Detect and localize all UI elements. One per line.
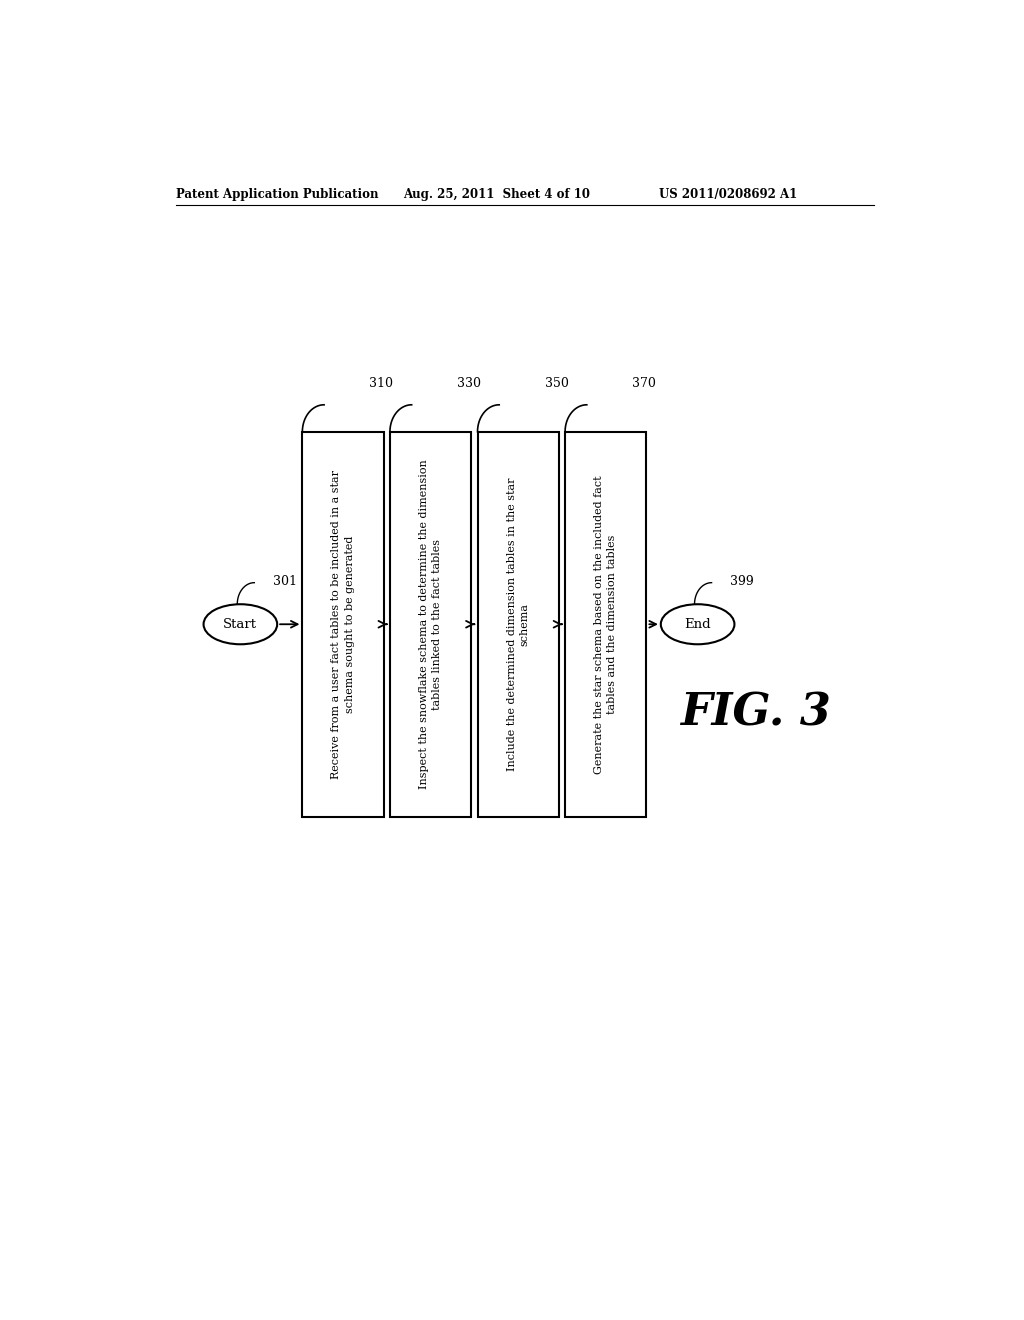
- Text: Include the determined dimension tables in the star
schema: Include the determined dimension tables …: [507, 478, 529, 771]
- Text: 350: 350: [545, 378, 568, 391]
- Text: Aug. 25, 2011  Sheet 4 of 10: Aug. 25, 2011 Sheet 4 of 10: [403, 187, 590, 201]
- Text: End: End: [684, 618, 711, 631]
- Text: Generate the star schema based on the included fact
tables and the dimension tab: Generate the star schema based on the in…: [594, 475, 617, 774]
- Text: Receive from a user fact tables to be included in a star
schema sought to be gen: Receive from a user fact tables to be in…: [332, 470, 354, 779]
- FancyBboxPatch shape: [565, 432, 646, 817]
- Ellipse shape: [204, 605, 278, 644]
- Text: Start: Start: [223, 618, 257, 631]
- Text: 399: 399: [730, 576, 754, 589]
- FancyBboxPatch shape: [477, 432, 559, 817]
- Text: US 2011/0208692 A1: US 2011/0208692 A1: [658, 187, 797, 201]
- FancyBboxPatch shape: [302, 432, 384, 817]
- Text: Patent Application Publication: Patent Application Publication: [176, 187, 379, 201]
- Text: 310: 310: [370, 378, 393, 391]
- Text: 301: 301: [273, 576, 297, 589]
- Text: 370: 370: [632, 378, 656, 391]
- Text: FIG. 3: FIG. 3: [680, 692, 831, 734]
- FancyBboxPatch shape: [390, 432, 471, 817]
- Ellipse shape: [660, 605, 734, 644]
- Text: Inspect the snowflake schema to determine the dimension
tables linked to the fac: Inspect the snowflake schema to determin…: [419, 459, 442, 789]
- Text: 330: 330: [457, 378, 481, 391]
